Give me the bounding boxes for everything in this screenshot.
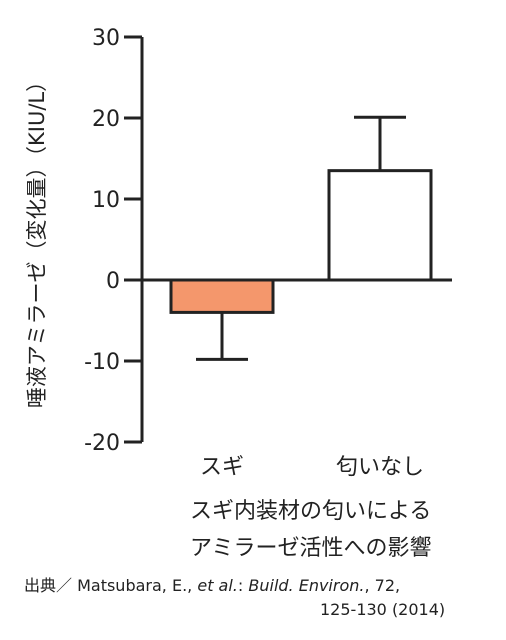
y-tick-label: -20 (84, 431, 120, 456)
caption-line-2: アミラーゼ活性への影響 (190, 536, 432, 561)
source-citation: 出典／ Matsubara, E., et al.: Build. Enviro… (24, 572, 400, 596)
y-tick-label: 0 (106, 269, 120, 294)
y-tick-label: -10 (84, 350, 120, 375)
category-label: 匂いなし (336, 455, 424, 480)
y-axis-label: 唾液アミラーゼ（変化量）（KIU/L） (25, 71, 49, 408)
bar (327, 169, 433, 282)
source-rest: , 72, (364, 576, 401, 595)
source-journal: Build. Environ. (248, 576, 365, 595)
bar-chart: 30 20 10 0 -10 -20 スギ 匂いなし 唾液アミラーゼ（変化量）（KIU/L） (25, 26, 452, 480)
y-tick-label: 30 (92, 26, 120, 51)
source-citation-line-2: 125-130 (2014) (320, 600, 446, 619)
y-tick-label: 20 (92, 107, 120, 132)
source-etal: et al. (197, 576, 238, 595)
source-prefix: 出典／ Matsubara, E., (24, 576, 198, 595)
bar (169, 278, 275, 314)
source-colon: : (237, 576, 249, 595)
caption-line-1: スギ内装材の匂いによる (190, 499, 432, 524)
y-tick-label: 10 (92, 188, 120, 213)
category-label: スギ (200, 455, 244, 480)
